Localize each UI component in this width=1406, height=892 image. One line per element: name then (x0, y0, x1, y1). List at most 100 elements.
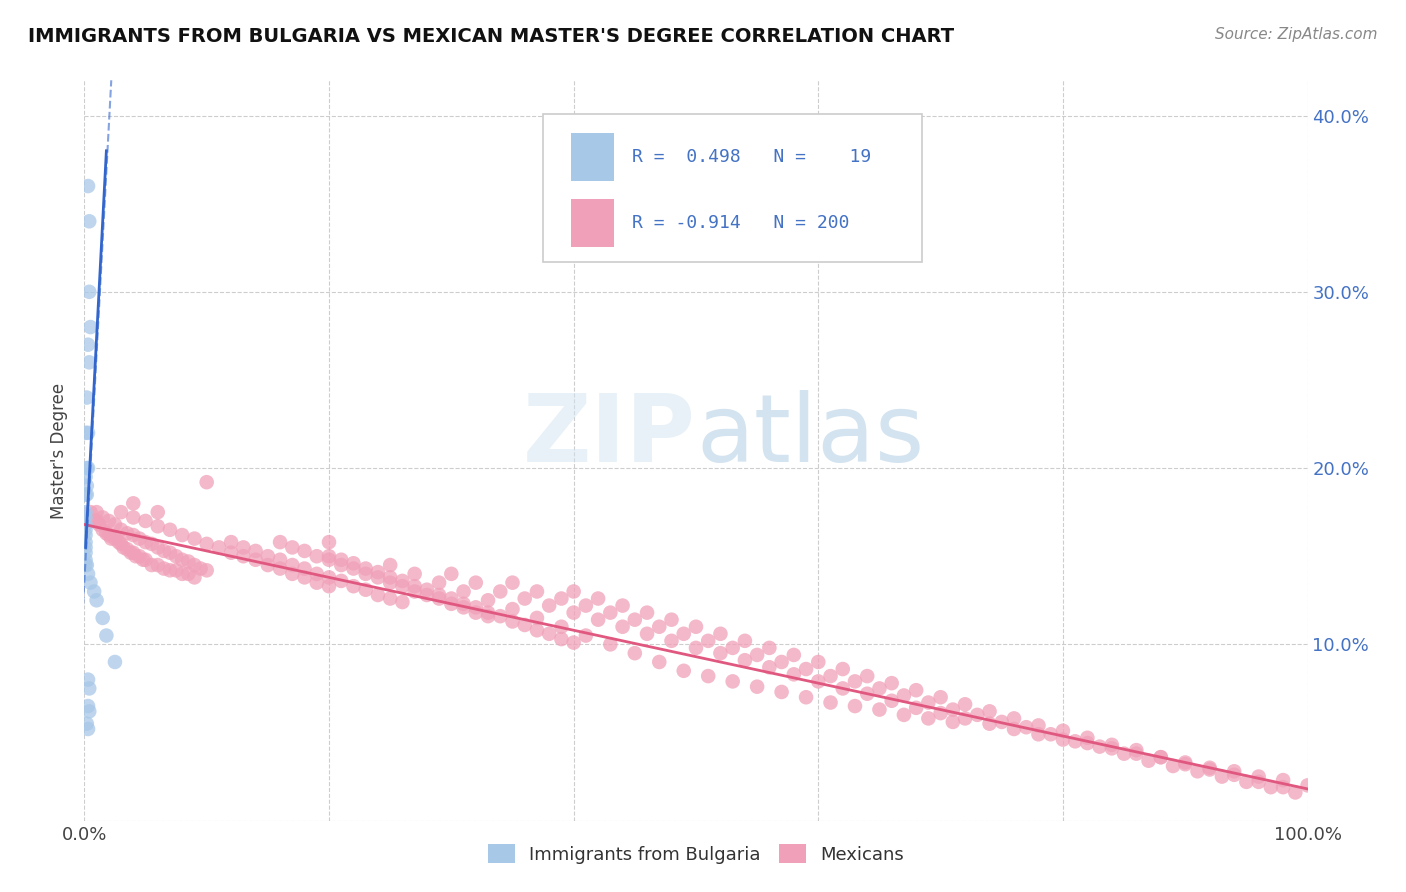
Point (1101, 738, 1123, 752)
FancyBboxPatch shape (571, 199, 614, 247)
Point (550, 591, 572, 606)
FancyBboxPatch shape (571, 133, 614, 181)
Point (76, 487, 98, 501)
Point (159, 546, 181, 560)
Point (281, 541, 304, 555)
Point (367, 588, 389, 602)
Point (183, 558, 205, 572)
Point (820, 696, 842, 710)
Point (257, 558, 280, 572)
Point (794, 690, 817, 705)
Point (318, 549, 340, 564)
Point (905, 701, 928, 715)
Point (464, 575, 486, 590)
Point (697, 633, 720, 648)
Point (75, 553, 97, 567)
Point (721, 640, 744, 655)
Point (77, 699, 100, 714)
Point (305, 575, 328, 590)
Point (153, 544, 176, 558)
Point (75, 546, 97, 560)
Point (110, 505, 132, 519)
Point (391, 579, 413, 593)
Point (96, 628, 118, 642)
Point (880, 676, 903, 690)
Point (416, 582, 439, 597)
Text: R = -0.914   N = 200: R = -0.914 N = 200 (633, 214, 849, 232)
Point (245, 553, 267, 567)
Point (79, 505, 101, 519)
Point (177, 566, 200, 581)
Point (75, 558, 97, 572)
Point (1284, 785, 1306, 799)
Point (195, 563, 218, 577)
Point (75, 535, 97, 549)
Point (330, 558, 353, 572)
Point (146, 558, 169, 572)
Point (1125, 743, 1147, 757)
Point (177, 555, 200, 569)
Point (1296, 778, 1319, 792)
Point (195, 475, 218, 490)
Point (122, 510, 145, 524)
Point (79, 575, 101, 590)
Point (477, 606, 499, 620)
Point (502, 615, 524, 629)
Point (1028, 718, 1050, 732)
Point (190, 561, 212, 575)
Point (330, 553, 353, 567)
Point (783, 648, 806, 662)
Point (416, 588, 439, 602)
Point (135, 553, 157, 567)
Point (979, 704, 1001, 718)
Point (125, 549, 148, 564)
Point (709, 646, 731, 660)
Point (183, 570, 205, 584)
Point (453, 584, 475, 599)
Point (427, 591, 450, 606)
Point (453, 600, 475, 615)
Point (538, 627, 561, 641)
Point (110, 523, 132, 537)
Point (79, 320, 101, 334)
Point (281, 558, 304, 572)
Point (257, 549, 280, 564)
Point (91, 510, 114, 524)
Point (807, 655, 830, 669)
Point (550, 620, 572, 634)
Point (146, 505, 169, 519)
Point (77, 337, 100, 351)
Point (586, 591, 609, 606)
Point (1028, 727, 1050, 741)
Point (165, 549, 187, 564)
Point (77, 355, 100, 369)
Point (76, 461, 98, 475)
Point (354, 561, 377, 575)
Point (440, 591, 463, 606)
Point (1002, 711, 1025, 725)
Point (685, 640, 707, 655)
Point (929, 690, 952, 705)
Point (1236, 775, 1258, 789)
Point (115, 542, 138, 557)
Point (195, 537, 218, 551)
Point (1187, 764, 1209, 779)
Point (844, 699, 866, 714)
Point (1114, 747, 1136, 761)
Point (770, 655, 793, 669)
Point (893, 707, 915, 722)
Point (219, 546, 242, 560)
Point (636, 627, 658, 641)
Point (269, 561, 291, 575)
Point (869, 681, 891, 696)
Point (318, 579, 340, 593)
Point (685, 620, 707, 634)
Point (612, 599, 634, 613)
Point (77, 214, 100, 228)
Point (172, 553, 194, 567)
Point (966, 707, 988, 722)
Point (87, 517, 110, 532)
Point (83, 584, 105, 599)
Point (1247, 770, 1270, 784)
Point (77, 285, 100, 299)
